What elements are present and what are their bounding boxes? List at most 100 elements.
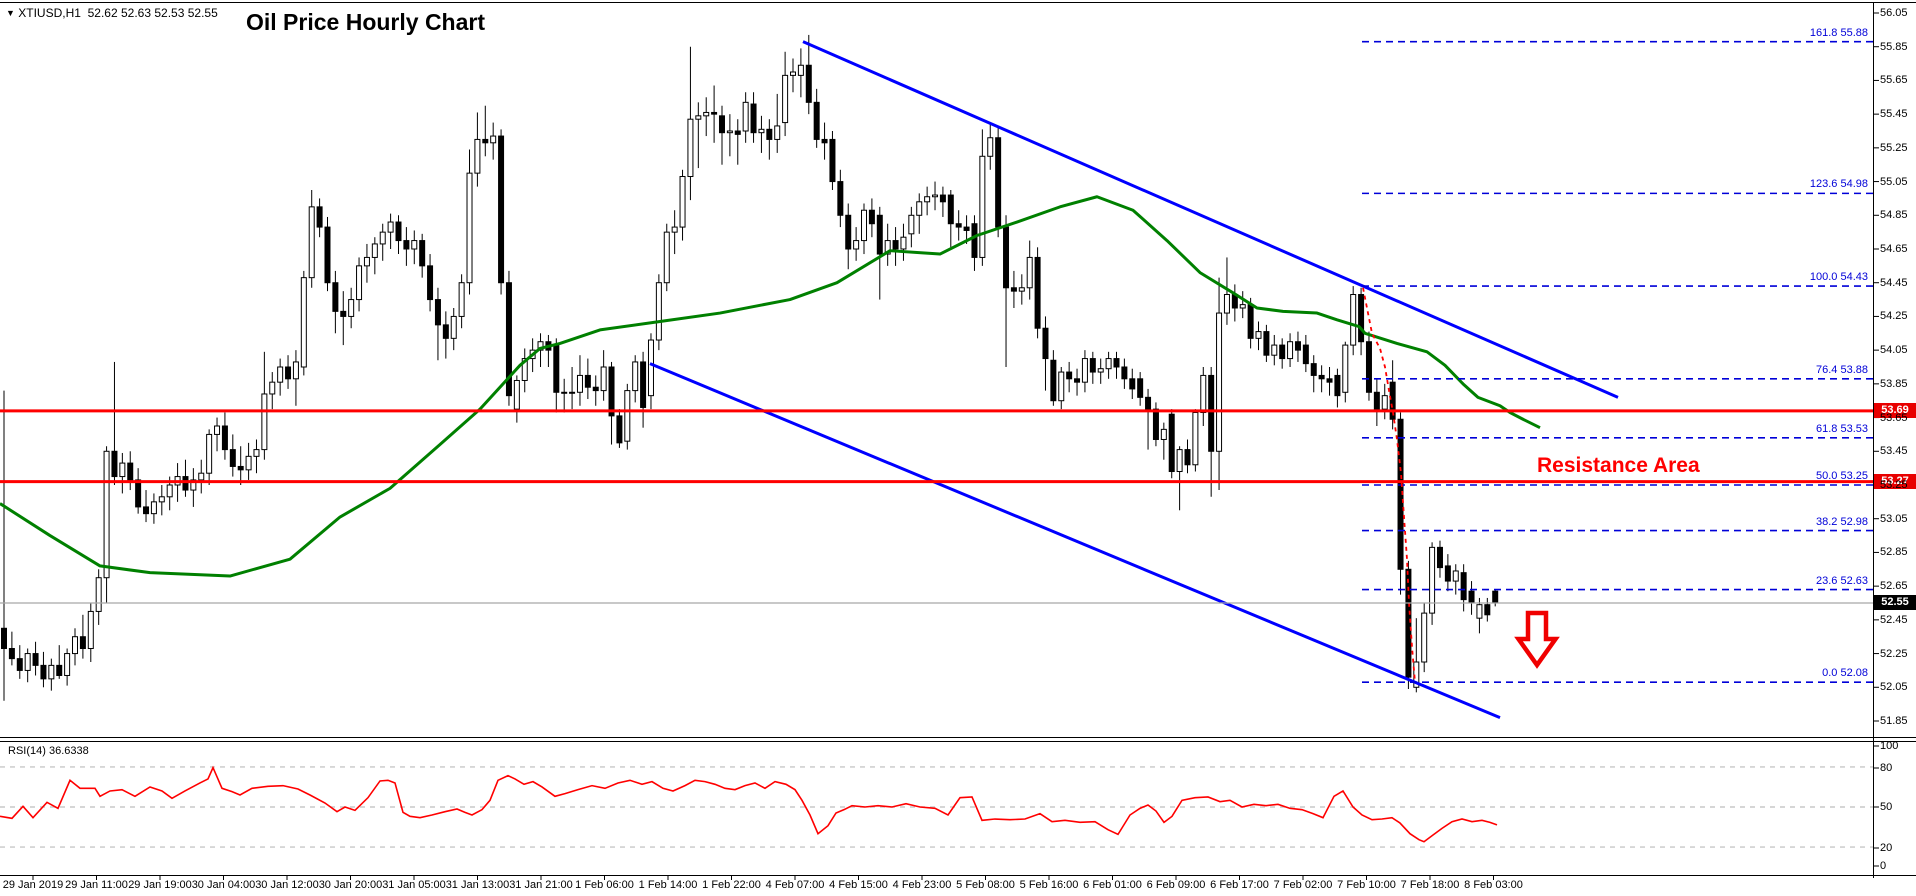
time-label: 8 Feb 03:00 — [1464, 879, 1523, 891]
time-label: 6 Feb 01:00 — [1083, 879, 1142, 891]
bull-candle — [671, 226, 678, 233]
bear-candle — [1310, 363, 1317, 376]
bull-candle — [916, 201, 923, 216]
bull-candle — [1350, 294, 1357, 346]
bull-candle — [261, 393, 268, 451]
bear-candle — [56, 664, 63, 676]
bull-candle — [624, 390, 631, 442]
bear-candle — [316, 206, 323, 228]
bear-candle — [868, 209, 875, 225]
time-label: 4 Feb 23:00 — [892, 879, 952, 891]
bear-candle — [427, 265, 434, 301]
bear-candle — [711, 111, 718, 115]
bull-candle — [411, 240, 418, 250]
upper-channel-trendline[interactable] — [802, 40, 1619, 399]
price-tick-label: 51.85 — [1880, 714, 1908, 727]
bear-candle — [1326, 378, 1333, 383]
bull-candle — [576, 374, 583, 393]
bear-candle — [876, 214, 883, 255]
bull-candle — [695, 115, 702, 120]
fib-label-61.8: 61.8 53.53 — [1816, 422, 1868, 435]
bull-candle — [87, 610, 94, 650]
time-label: 6 Feb 09:00 — [1146, 879, 1206, 891]
chart-frame — [0, 2, 1916, 878]
bear-candle — [1247, 304, 1254, 339]
bull-candle — [1342, 344, 1349, 393]
lower-channel-trendline[interactable] — [649, 362, 1501, 720]
bull-candle — [150, 501, 157, 515]
bull-candle — [1476, 604, 1483, 619]
bear-candle — [1436, 546, 1443, 569]
price-tick-label: 53.05 — [1880, 512, 1908, 525]
price-tick-label: 52.05 — [1880, 681, 1908, 694]
bull-candle — [742, 101, 749, 132]
bull-candle — [1255, 331, 1262, 339]
price-tick-label: 52.25 — [1880, 647, 1908, 660]
chevron-down-icon[interactable]: ▼ — [6, 8, 15, 18]
bear-candle — [592, 386, 599, 392]
price-tick-label: 53.45 — [1880, 445, 1908, 458]
bear-candle — [79, 636, 86, 650]
fibonacci-levels[interactable] — [1362, 40, 1873, 684]
rsi-indicator-label: RSI(14) 36.6338 — [8, 745, 89, 757]
bear-candle — [1137, 378, 1144, 398]
bull-candle — [663, 231, 670, 284]
bear-candle — [1444, 565, 1451, 582]
bear-candle — [182, 476, 189, 491]
price-tick-label: 56.05 — [1880, 7, 1908, 19]
price-tick-label: 52.85 — [1880, 546, 1908, 559]
bull-candle — [48, 664, 55, 680]
bear-candle — [1460, 572, 1467, 601]
price-tick-label: 54.65 — [1880, 242, 1908, 255]
bull-candle — [758, 128, 765, 134]
bear-candle — [237, 465, 244, 471]
bull-candle — [655, 282, 662, 341]
bull-candle — [987, 137, 994, 157]
resistance-area-label[interactable]: Resistance Area — [1537, 454, 1700, 477]
bear-candle — [16, 658, 23, 671]
bull-candle — [158, 496, 165, 503]
bull-candle — [348, 299, 355, 317]
bull-candle — [1192, 412, 1199, 466]
bull-candle — [884, 240, 891, 255]
bear-candle — [1302, 344, 1309, 365]
bull-candle — [269, 381, 276, 395]
price-tick-label: 55.65 — [1880, 74, 1908, 87]
bull-candle — [513, 379, 520, 410]
bull-candle — [1026, 256, 1033, 289]
bull-candle — [379, 231, 386, 245]
bull-candle — [537, 341, 544, 351]
bear-candle — [718, 115, 725, 134]
price-tick-label: 55.85 — [1880, 40, 1908, 53]
bear-candle — [1089, 358, 1096, 373]
bear-candle — [229, 449, 236, 467]
bull-candle — [1216, 312, 1223, 452]
fib-label-0.0: 0.0 52.08 — [1822, 667, 1868, 680]
time-label: 7 Feb 18:00 — [1400, 879, 1460, 891]
bear-candle — [1010, 287, 1017, 292]
bull-candle — [1176, 449, 1183, 473]
bear-candle — [505, 282, 512, 397]
down-arrow-icon[interactable] — [1514, 610, 1560, 669]
bull-candle — [1452, 570, 1459, 582]
bear-candle — [127, 462, 134, 481]
bull-candle — [356, 265, 363, 301]
time-label: 30 Jan 04:00 — [191, 879, 256, 891]
bear-candle — [442, 324, 449, 339]
bear-candle — [584, 374, 591, 388]
bear-candle — [813, 101, 820, 140]
symbol-header[interactable]: ▼ XTIUSD,H1 52.62 52.63 52.53 52.55 — [6, 6, 218, 20]
bear-candle — [1334, 374, 1341, 397]
bear-candle — [403, 240, 410, 250]
time-label: 5 Feb 16:00 — [1019, 879, 1079, 891]
bull-candle — [1200, 374, 1207, 414]
bear-candle — [285, 366, 292, 380]
bear-candle — [1389, 381, 1396, 420]
bear-candle — [1113, 358, 1120, 368]
bear-candle — [608, 366, 615, 417]
bear-candle — [616, 415, 623, 444]
bull-candle — [458, 282, 465, 317]
bear-candle — [1294, 341, 1301, 351]
time-label: 31 Jan 13:00 — [445, 879, 510, 891]
